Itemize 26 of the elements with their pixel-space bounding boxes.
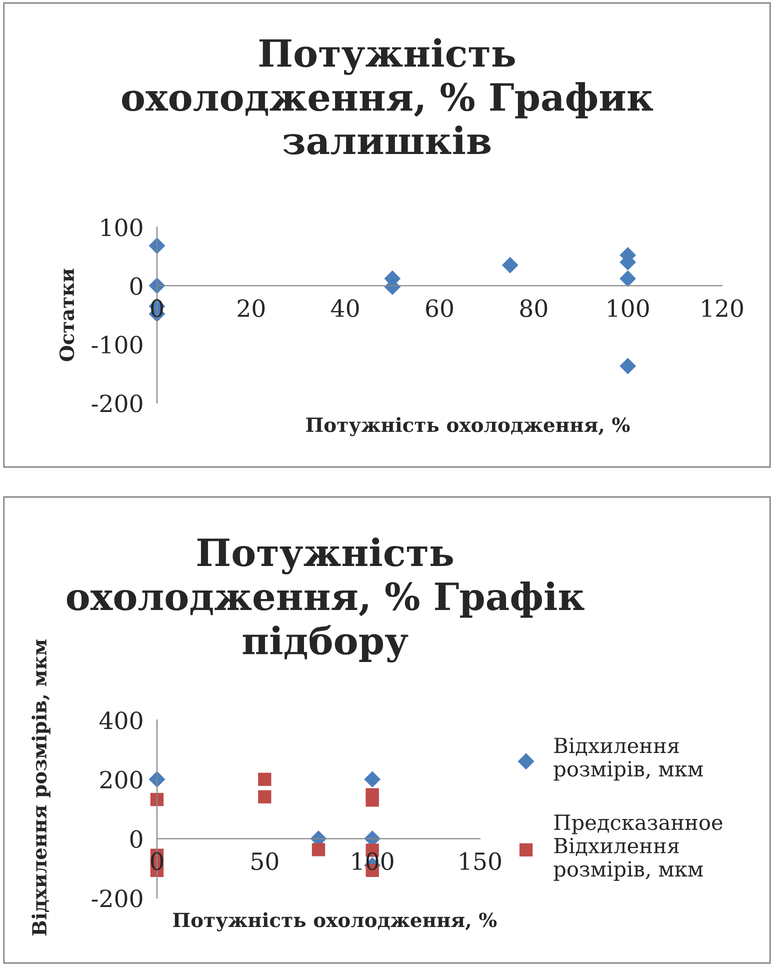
x-tick-label: 40	[331, 299, 359, 318]
x-axis-title: Потужність охолодження, %	[173, 912, 497, 932]
y-tick-label: 200	[100, 770, 142, 789]
y-tick-label: -200	[92, 889, 142, 908]
x-tick-label: 150	[460, 852, 501, 870]
y-axis-title: Остатки	[59, 268, 74, 362]
y-axis-title: Відхилення розмірів, мкм	[32, 640, 50, 936]
legend-label: Відхилення розмірів, мкм	[554, 738, 703, 781]
x-tick-label: 100	[608, 299, 649, 318]
x-tick-label: 50	[252, 852, 278, 870]
chart-title: Потужність охолодження, % График залишків	[122, 38, 654, 155]
x-tick-label: 0	[151, 852, 163, 870]
y-tick-label: -100	[92, 336, 142, 354]
x-tick-label: 80	[520, 299, 548, 318]
x-tick-label: 60	[426, 299, 453, 318]
y-tick-label: 100	[102, 218, 142, 236]
y-tick-label: 0	[130, 277, 142, 295]
y-tick-label: -200	[92, 394, 142, 412]
y-tick-label: 0	[130, 830, 142, 848]
x-tick-label: 0	[151, 299, 163, 318]
legend-label: Предсказанное Відхилення розмірів, мкм	[554, 814, 722, 881]
x-tick-label: 20	[238, 299, 265, 318]
x-axis-title: Потужність охолодження, %	[306, 417, 630, 436]
chart-title: Потужність охолодження, % Графік підбору	[66, 538, 584, 662]
x-tick-label: 120	[702, 299, 743, 318]
y-tick-label: 400	[99, 711, 142, 730]
